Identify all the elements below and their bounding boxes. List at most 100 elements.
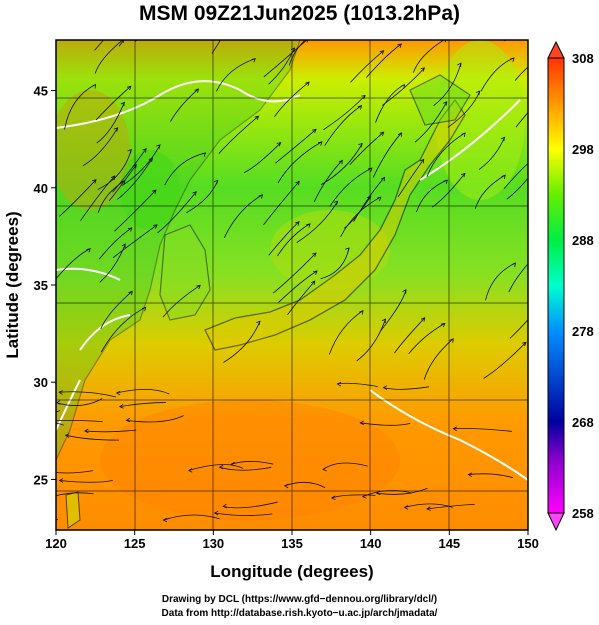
- streamline-arrowhead: [118, 404, 124, 409]
- streamline: [515, 111, 528, 128]
- streamline-arrowhead: [41, 468, 45, 472]
- streamline-arrowhead: [125, 417, 131, 423]
- streamline: [379, 289, 407, 332]
- streamline-arrowhead: [222, 503, 227, 509]
- streamline: [164, 152, 206, 186]
- streamline-arrowhead: [306, 40, 309, 43]
- streamline-arrowhead: [358, 142, 363, 148]
- streamline-arrowhead: [213, 179, 219, 185]
- streamline-arrowhead: [313, 270, 318, 275]
- streamline-arrowhead: [156, 144, 161, 149]
- streamline: [453, 428, 512, 432]
- streamline: [433, 62, 462, 107]
- streamline-arrowhead: [338, 159, 343, 165]
- streamline: [100, 306, 146, 353]
- streamline: [287, 280, 316, 316]
- streamline-arrowhead: [312, 128, 317, 134]
- streamline: [114, 189, 157, 232]
- streamline: [356, 318, 386, 362]
- x-tick-label: 150: [517, 536, 539, 551]
- streamline-arrowhead: [128, 290, 133, 296]
- streamline: [468, 473, 514, 479]
- streamline: [98, 227, 133, 260]
- streamline-arrowhead: [15, 425, 19, 429]
- streamline: [112, 148, 147, 193]
- y-tick-label: 45: [34, 84, 48, 99]
- streamline: [514, 66, 528, 81]
- streamline-arrowhead: [127, 8, 131, 12]
- streamline: [56, 410, 61, 413]
- streamline-arrowhead: [310, 280, 316, 286]
- streamline: [412, 40, 445, 73]
- streamline-arrowhead: [403, 505, 409, 510]
- streamline: [216, 58, 256, 92]
- streamline: [117, 157, 153, 200]
- colorbar-max-arrow: [547, 40, 565, 59]
- streamline-arrowhead: [44, 419, 48, 423]
- streamline: [219, 466, 272, 471]
- streamlines: [5, 8, 547, 523]
- streamline: [56, 470, 94, 474]
- y-tick-label: 35: [34, 278, 48, 293]
- plot-area: [5, 8, 547, 530]
- streamline-arrowhead: [201, 152, 207, 157]
- streamline: [56, 419, 103, 423]
- streamline: [383, 386, 430, 390]
- footer-line-data: Data from http://database.rish.kyoto−u.a…: [161, 608, 438, 619]
- streamline-arrowhead: [543, 149, 547, 153]
- streamline-arrowhead: [333, 200, 339, 206]
- streamline: [56, 492, 94, 497]
- streamline: [416, 179, 448, 213]
- streamline-arrowhead: [196, 284, 201, 290]
- x-tick-label: 145: [438, 536, 460, 551]
- streamline-arrowhead: [443, 179, 448, 185]
- streamline-arrowhead: [461, 132, 466, 137]
- streamline: [218, 115, 259, 154]
- streamline-arrowhead: [397, 43, 402, 48]
- streamline: [116, 389, 170, 395]
- streamline: [408, 323, 446, 354]
- streamline-arrowhead: [380, 176, 386, 182]
- chart-title: MSM 09Z21Jun2025 (1013.2hPa): [139, 2, 460, 25]
- streamline: [324, 105, 362, 146]
- contour-line: [56, 379, 81, 431]
- streamline: [509, 319, 528, 339]
- streamline: [268, 47, 295, 85]
- streamline: [375, 84, 405, 123]
- streamline-arrowhead: [5, 515, 9, 519]
- streamline-arrowhead: [283, 483, 289, 489]
- streamline: [119, 402, 166, 408]
- contour-line: [419, 99, 521, 181]
- streamline-arrowhead: [461, 172, 466, 178]
- y-tick-label: 25: [34, 472, 48, 487]
- streamline: [170, 88, 199, 122]
- streamline-arrowhead: [113, 127, 119, 132]
- streamline: [277, 141, 323, 184]
- streamline: [134, 40, 138, 42]
- streamline: [340, 196, 381, 238]
- streamline: [504, 40, 508, 42]
- y-tick-label: 30: [34, 375, 48, 390]
- streamline: [263, 180, 300, 226]
- streamline-arrowhead: [305, 81, 310, 87]
- streamline-arrowhead: [420, 317, 426, 322]
- streamline-arrowhead: [256, 320, 261, 326]
- streamline-arrowhead: [64, 433, 70, 438]
- streamline: [372, 132, 402, 178]
- x-tick-label: 130: [202, 536, 224, 551]
- colorbar-tick-label: 278: [572, 324, 594, 339]
- streamline-arrowhead: [213, 510, 219, 516]
- streamline: [56, 519, 58, 521]
- streamline: [485, 262, 516, 301]
- streamline: [243, 142, 281, 174]
- streamline: [397, 159, 425, 197]
- streamline-arrowhead: [402, 289, 407, 294]
- y-axis-label: Latitude (degrees): [3, 211, 22, 358]
- streamline-arrowhead: [187, 468, 193, 473]
- streamline: [121, 144, 161, 186]
- streamline-arrowhead: [49, 495, 53, 499]
- streamline-arrowhead: [251, 58, 256, 63]
- footer-credits: Drawing by DCL (https://www.gfd−dennou.o…: [0, 593, 599, 621]
- x-axis-label: Longitude (degrees): [210, 562, 373, 581]
- streamline-arrowhead: [120, 101, 125, 107]
